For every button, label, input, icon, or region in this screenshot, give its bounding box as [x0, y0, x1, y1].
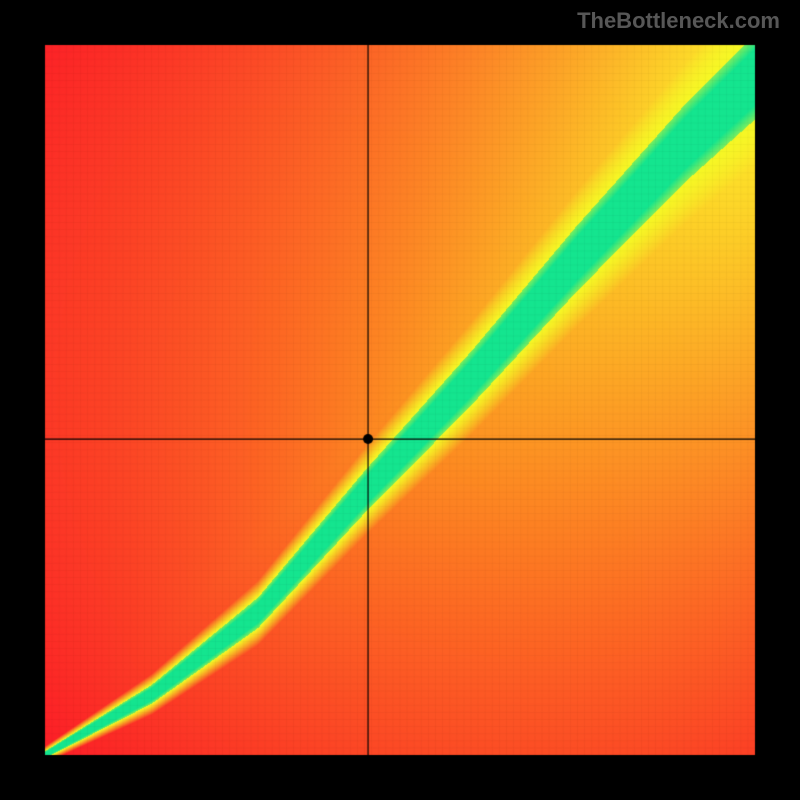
bottleneck-heatmap: [0, 0, 800, 800]
chart-container: TheBottleneck.com: [0, 0, 800, 800]
watermark-label: TheBottleneck.com: [577, 8, 780, 34]
